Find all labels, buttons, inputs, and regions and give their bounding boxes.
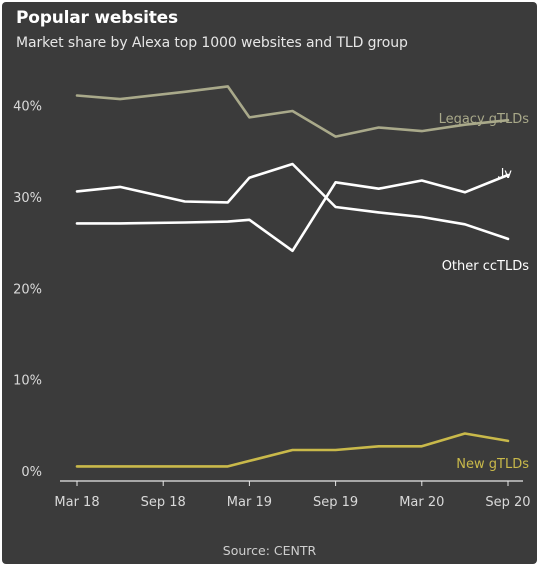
chart-title: Popular websites: [16, 8, 178, 28]
x-tick-label: Sep 19: [313, 495, 358, 510]
series-label-other-cctlds: Other ccTLDs: [442, 259, 530, 274]
y-tick-label: 20%: [13, 282, 42, 297]
chart-subtitle: Market share by Alexa top 1000 websites …: [16, 35, 408, 51]
y-tick-label: 10%: [13, 374, 42, 389]
series-line-legacy-gtlds: [75, 85, 510, 138]
x-tick-label: Mar 19: [227, 495, 272, 510]
series-line-new-gtlds: [75, 432, 510, 468]
series-label-lv: .lv: [497, 167, 513, 182]
x-tick-label: Mar 18: [54, 495, 99, 510]
series-label-legacy-gtlds: Legacy gTLDs: [439, 112, 530, 127]
series-label-new-gtlds: New gTLDs: [456, 457, 529, 472]
source-note: Source: CENTR: [222, 543, 317, 558]
y-tick-label: 30%: [13, 191, 42, 206]
x-tick-label: Sep 18: [141, 495, 186, 510]
x-tick-label: Mar 20: [399, 495, 444, 510]
series-line-other-cctlds: [75, 162, 510, 241]
y-tick-label: 0%: [21, 465, 42, 480]
x-tick-label: Sep 20: [485, 495, 530, 510]
y-tick-label: 40%: [13, 100, 42, 115]
series-line-lv: [75, 173, 510, 253]
